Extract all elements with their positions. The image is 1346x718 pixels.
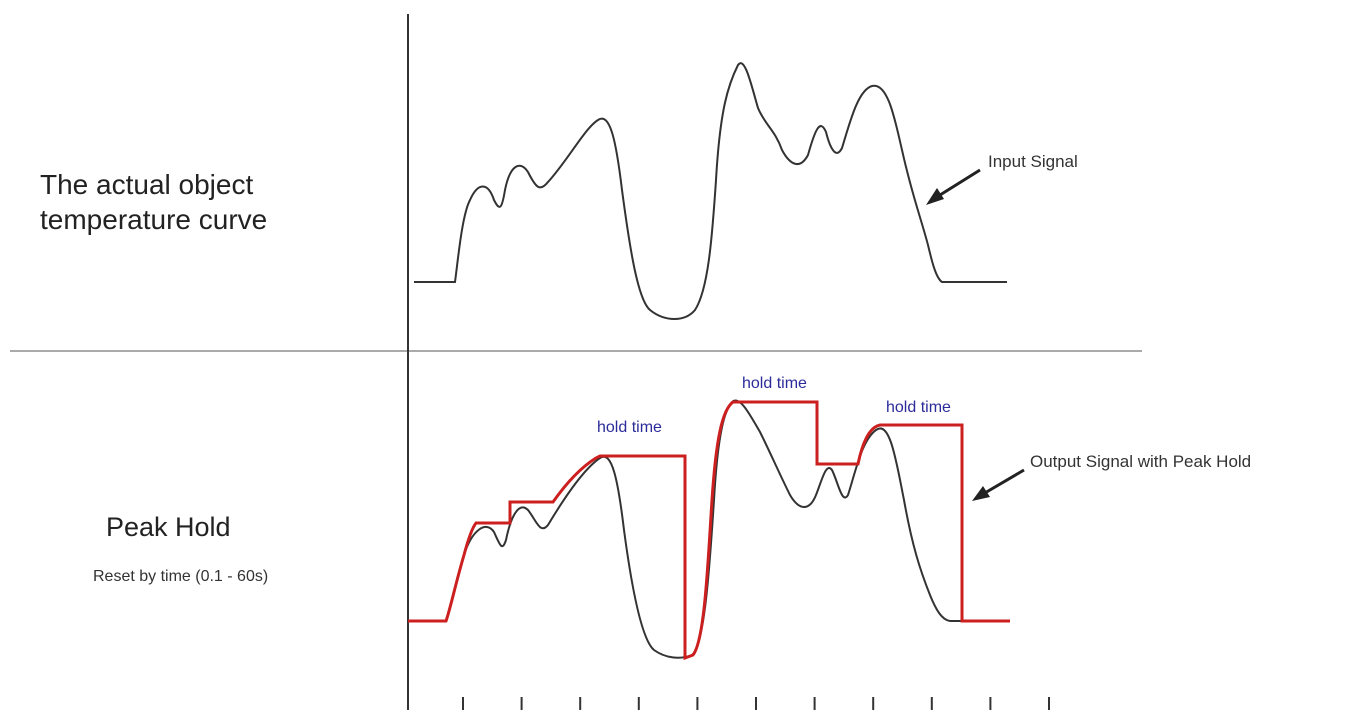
peak-hold-subtitle: Reset by time (0.1 - 60s): [93, 568, 269, 585]
peak-hold-output-curve: [408, 400, 1010, 661]
output-signal-label: Output Signal with Peak Hold: [1030, 452, 1252, 471]
input-signal-arrowhead: [926, 188, 944, 205]
top-panel-label-line1: The actual object: [40, 169, 254, 200]
input-signal-curve: [414, 62, 1007, 320]
hold-time-label-3: hold time: [886, 399, 951, 416]
hold-time-label-1: hold time: [597, 419, 662, 436]
hold-time-label-2: hold time: [742, 375, 807, 392]
output-signal-arrowhead: [972, 486, 990, 501]
peak-hold-input-curve: [414, 399, 1010, 659]
input-signal-label: Input Signal: [988, 152, 1078, 171]
time-axis-ticks: [462, 697, 1050, 710]
top-panel-label-line2: temperature curve: [40, 204, 268, 235]
peak-hold-title: Peak Hold: [106, 512, 231, 542]
